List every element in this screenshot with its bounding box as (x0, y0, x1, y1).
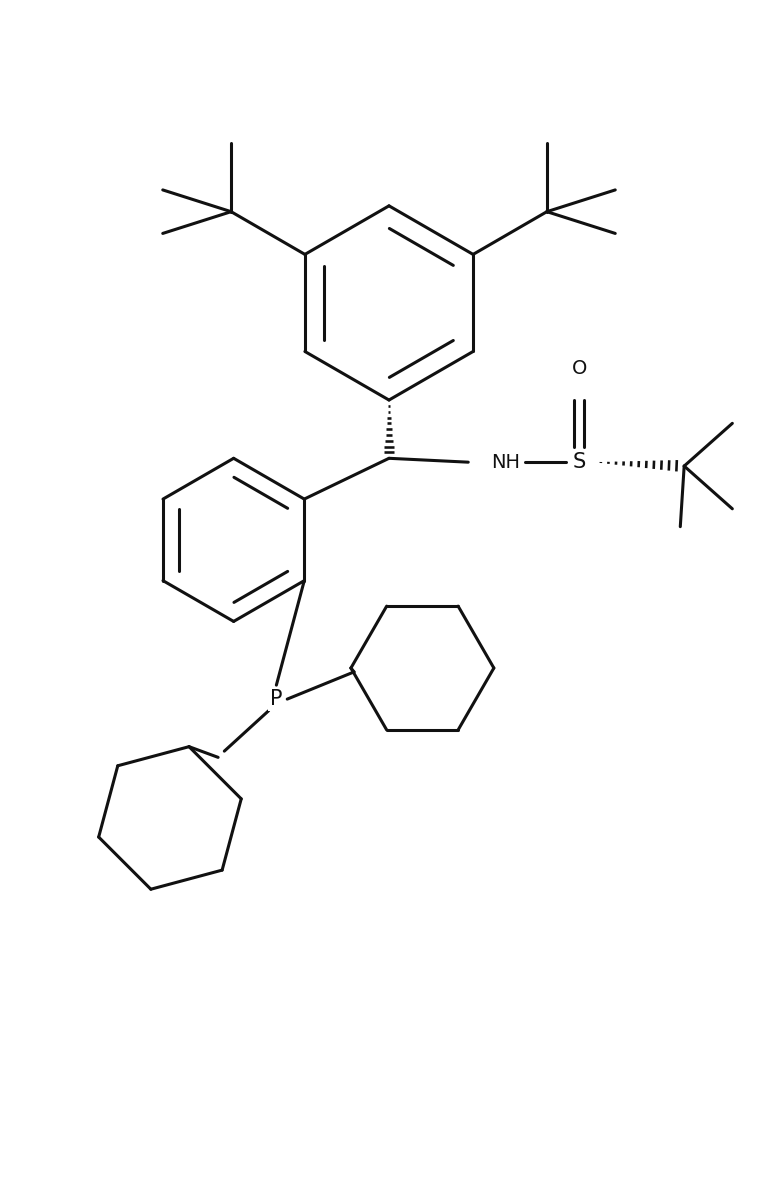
Text: NH: NH (492, 453, 520, 472)
Text: O: O (572, 360, 587, 378)
Text: S: S (573, 453, 586, 472)
Text: P: P (270, 689, 282, 709)
